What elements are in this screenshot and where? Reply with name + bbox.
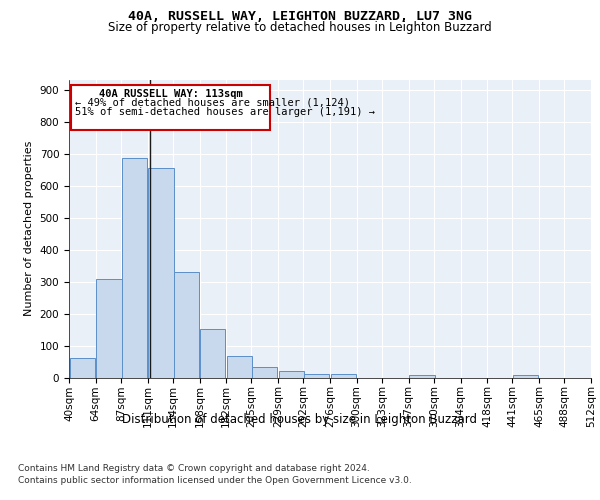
- FancyBboxPatch shape: [71, 85, 270, 130]
- Text: Contains public sector information licensed under the Open Government Licence v3: Contains public sector information licen…: [18, 476, 412, 485]
- Text: 40A RUSSELL WAY: 113sqm: 40A RUSSELL WAY: 113sqm: [99, 89, 242, 99]
- Y-axis label: Number of detached properties: Number of detached properties: [24, 141, 34, 316]
- Bar: [409, 374, 434, 378]
- Bar: [122, 158, 147, 378]
- Text: Size of property relative to detached houses in Leighton Buzzard: Size of property relative to detached ho…: [108, 21, 492, 34]
- Bar: [278, 372, 304, 378]
- Text: ← 49% of detached houses are smaller (1,124): ← 49% of detached houses are smaller (1,…: [74, 98, 350, 108]
- Bar: [331, 374, 356, 378]
- Text: Distribution of detached houses by size in Leighton Buzzard: Distribution of detached houses by size …: [122, 412, 478, 426]
- Text: 40A, RUSSELL WAY, LEIGHTON BUZZARD, LU7 3NG: 40A, RUSSELL WAY, LEIGHTON BUZZARD, LU7 …: [128, 10, 472, 23]
- Text: Contains HM Land Registry data © Crown copyright and database right 2024.: Contains HM Land Registry data © Crown c…: [18, 464, 370, 473]
- Bar: [304, 374, 329, 378]
- Bar: [148, 168, 173, 378]
- Bar: [96, 278, 122, 378]
- Bar: [513, 375, 538, 378]
- Bar: [227, 356, 252, 378]
- Bar: [173, 272, 199, 378]
- Bar: [200, 329, 226, 378]
- Bar: [70, 358, 95, 378]
- Text: 51% of semi-detached houses are larger (1,191) →: 51% of semi-detached houses are larger (…: [74, 106, 374, 117]
- Bar: [252, 366, 277, 378]
